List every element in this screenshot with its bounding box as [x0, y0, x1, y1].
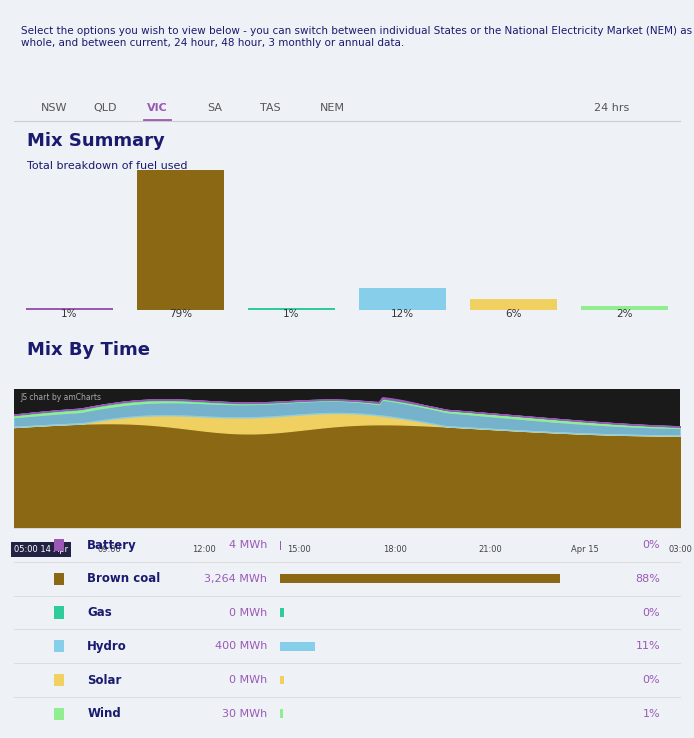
Text: Brown coal: Brown coal — [87, 572, 160, 585]
Text: 03:00: 03:00 — [668, 545, 692, 554]
FancyBboxPatch shape — [54, 607, 64, 618]
Text: 2%: 2% — [616, 309, 633, 320]
Text: 1%: 1% — [643, 708, 660, 719]
Text: Hydro: Hydro — [87, 640, 127, 653]
Text: JS chart by amCharts: JS chart by amCharts — [21, 393, 101, 402]
Text: 3,264 MWh: 3,264 MWh — [204, 574, 267, 584]
Text: 18:00: 18:00 — [382, 545, 407, 554]
Text: 400 MWh: 400 MWh — [214, 641, 267, 651]
Text: Battery: Battery — [87, 539, 137, 551]
Text: 0%: 0% — [643, 607, 660, 618]
FancyBboxPatch shape — [471, 299, 557, 309]
Text: 6%: 6% — [505, 309, 522, 320]
FancyBboxPatch shape — [280, 709, 283, 718]
Text: 0 MWh: 0 MWh — [229, 607, 267, 618]
Text: Wind: Wind — [87, 707, 121, 720]
FancyBboxPatch shape — [137, 170, 223, 309]
Text: SA: SA — [207, 103, 222, 113]
Text: 12%: 12% — [391, 309, 414, 320]
FancyBboxPatch shape — [54, 573, 64, 585]
FancyBboxPatch shape — [280, 675, 284, 684]
FancyBboxPatch shape — [54, 708, 64, 720]
Text: QLD: QLD — [94, 103, 117, 113]
Text: 1%: 1% — [283, 309, 300, 320]
Text: 12:00: 12:00 — [192, 545, 216, 554]
Text: 11%: 11% — [636, 641, 660, 651]
Text: NSW: NSW — [40, 103, 67, 113]
Text: 1%: 1% — [61, 309, 78, 320]
Text: 21:00: 21:00 — [478, 545, 502, 554]
FancyBboxPatch shape — [359, 289, 446, 309]
Text: Apr 15: Apr 15 — [571, 545, 599, 554]
Text: Gas: Gas — [87, 606, 112, 619]
Text: NEM: NEM — [321, 103, 346, 113]
Text: TAS: TAS — [260, 103, 281, 113]
Text: 0%: 0% — [643, 540, 660, 550]
Text: 05:00 14 Apr: 05:00 14 Apr — [14, 545, 68, 554]
Text: 88%: 88% — [635, 574, 660, 584]
FancyBboxPatch shape — [26, 308, 112, 309]
Text: Total breakdown of fuel used: Total breakdown of fuel used — [27, 161, 187, 170]
Text: 0%: 0% — [643, 675, 660, 685]
FancyBboxPatch shape — [280, 574, 560, 583]
Text: Mix Summary: Mix Summary — [27, 131, 165, 150]
FancyBboxPatch shape — [54, 640, 64, 652]
Text: 79%: 79% — [169, 309, 192, 320]
Text: 30 MWh: 30 MWh — [222, 708, 267, 719]
Text: VIC: VIC — [147, 103, 168, 113]
FancyBboxPatch shape — [54, 674, 64, 686]
FancyBboxPatch shape — [582, 306, 668, 309]
Text: Select the options you wish to view below - you can switch between individual St: Select the options you wish to view belo… — [21, 26, 694, 47]
FancyBboxPatch shape — [280, 642, 314, 651]
Text: 4 MWh: 4 MWh — [229, 540, 267, 550]
Text: 09:00: 09:00 — [97, 545, 121, 554]
FancyBboxPatch shape — [54, 539, 64, 551]
Text: 0 MWh: 0 MWh — [229, 675, 267, 685]
FancyBboxPatch shape — [280, 608, 284, 617]
Text: 24 hrs: 24 hrs — [593, 103, 629, 113]
FancyBboxPatch shape — [248, 308, 335, 309]
Text: Mix By Time: Mix By Time — [27, 341, 150, 359]
Text: 15:00: 15:00 — [287, 545, 312, 554]
Text: Solar: Solar — [87, 674, 121, 686]
